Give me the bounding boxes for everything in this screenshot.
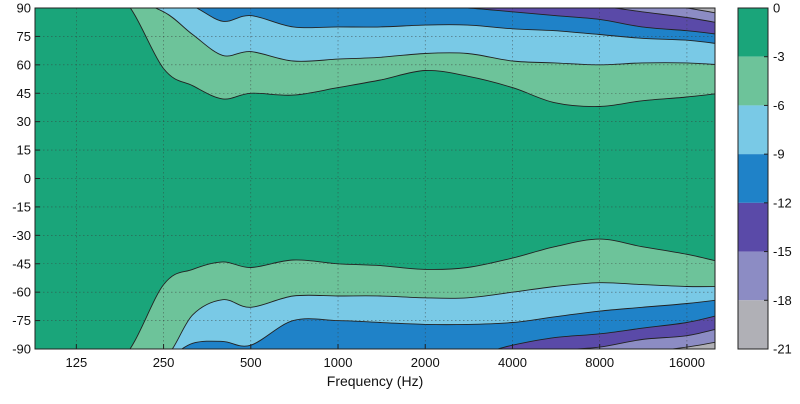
y-tick-label: 60 [17, 57, 31, 72]
y-tick-label: -90 [12, 342, 31, 357]
y-tick-label: -45 [12, 256, 31, 271]
y-axis-ticks: 90 75 60 45 30 15 0 -15 -30 -45 -60 -75 -90 [12, 1, 40, 357]
colorbar-tick-label: -12 [773, 195, 792, 210]
colorbar-tick-label: -6 [773, 98, 785, 113]
colorbar-ticks: 0 -3 -6 -9 -12 -15 -18 -21 [764, 1, 792, 357]
x-tick-label: 16000 [669, 355, 705, 370]
x-axis-ticks: 125 250 500 1000 2000 4000 8000 16000 [65, 344, 705, 370]
x-tick-label: 4000 [498, 355, 527, 370]
y-tick-label: -15 [12, 199, 31, 214]
y-tick-label: -30 [12, 228, 31, 243]
x-axis-label: Frequency (Hz) [327, 373, 423, 389]
y-tick-label: 75 [17, 29, 31, 44]
contour-line-upper-minus9 [195, 8, 715, 44]
colorbar-segment [738, 251, 768, 301]
x-tick-label: 2000 [411, 355, 440, 370]
colorbar-frame [737, 7, 769, 350]
band-upper-minus12 [467, 8, 715, 34]
colorbar-tick-label: -21 [773, 342, 792, 357]
contour-lines [129, 8, 715, 349]
grid-lines [35, 8, 715, 349]
contour-line-lower-minus15 [570, 328, 715, 349]
colorbar-segment [738, 8, 768, 57]
colorbar-tick-label: -15 [773, 244, 792, 259]
colorbar-tick-label: 0 [773, 1, 780, 16]
colorbar-segment [738, 300, 768, 349]
contour-bands [129, 8, 715, 349]
band-upper-minus15 [614, 8, 715, 23]
y-tick-label: 0 [24, 171, 31, 186]
colorbar-tick-label: -9 [773, 147, 785, 162]
contour-line-lower-minus12 [496, 315, 715, 349]
x-tick-label: 125 [65, 355, 87, 370]
colorbar-tick-label: -18 [773, 293, 792, 308]
y-tick-label: -75 [12, 313, 31, 328]
colorbar-segment [738, 202, 768, 252]
colorbar-segment [738, 105, 768, 155]
colorbar-segment [738, 154, 768, 203]
band-lower-minus18 [672, 342, 715, 349]
contour-line-lower-minus9 [180, 299, 715, 349]
x-tick-label: 250 [153, 355, 175, 370]
x-tick-label: 1000 [324, 355, 353, 370]
x-tick-label: 500 [240, 355, 262, 370]
y-tick-label: 30 [17, 114, 31, 129]
band-upper-minus18 [686, 8, 715, 13]
y-tick-label: 90 [17, 1, 31, 16]
colorbar-segment [738, 56, 768, 106]
y-tick-label: 15 [17, 143, 31, 158]
y-tick-label: -60 [12, 285, 31, 300]
contour-line-upper-minus12 [459, 8, 715, 35]
x-tick-label: 8000 [585, 355, 614, 370]
contour-line-lower-minus6 [171, 282, 715, 349]
contour-line-upper-minus3 [129, 8, 715, 108]
colorbar-tick-label: -3 [773, 49, 785, 64]
y-tick-label: 45 [17, 86, 31, 101]
contour-line-lower-minus3 [129, 238, 715, 349]
colorbar [737, 7, 769, 350]
